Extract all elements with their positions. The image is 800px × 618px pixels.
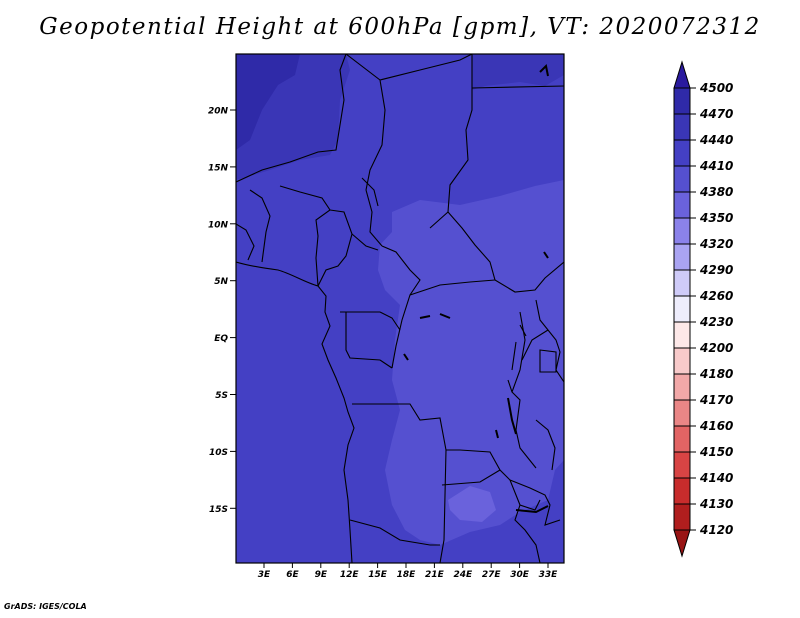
lat-tick-label: 15N [208,163,229,173]
lat-tick-label: EQ [214,334,228,344]
lat-tick-label: 15S [209,505,228,515]
country-borders [236,54,564,563]
colorbar-segment [673,191,691,219]
map-plot [236,54,564,563]
lat-tick-label: 5N [214,277,228,287]
lon-tick-label: 21E [425,570,445,580]
lon-tick-label: 18E [397,570,417,580]
colorbar-segment [673,269,691,297]
colorbar-segment [673,399,691,427]
colorbar-label: 4120 [699,523,733,537]
latitude-axis: 20N 15N 10N 5N EQ 5S 10S 15S [208,107,236,515]
lat-tick-label: 10N [208,220,229,230]
colorbar-segment [673,87,691,115]
colorbar-segment [673,477,691,505]
lon-tick-label: 3E [258,570,271,580]
map-frame [235,53,565,564]
colorbar-label: 4140 [699,471,733,485]
colorbar-segment [673,243,691,271]
colorbar-label: 4410 [699,159,733,173]
lon-tick-label: 9E [315,570,328,580]
lon-tick-label: 15E [368,570,388,580]
lon-tick-label: 24E [453,570,473,580]
colorbar-segment [673,113,691,141]
colorbar-label: 4230 [699,315,733,329]
colorbar-segment [673,373,691,401]
lon-tick-label: 27E [482,570,502,580]
colorbar-segment [673,217,691,245]
lon-tick-label: 33E [539,570,559,580]
grads-credit: GrADS: IGES/COLA [4,602,87,611]
colorbar-label: 4350 [699,211,733,225]
colorbar-label: 4440 [699,133,733,147]
colorbar-label: 4470 [699,107,733,121]
lon-tick-label: 6E [286,570,299,580]
colorbar-bottom-arrow [673,529,691,558]
colorbar-segment [673,321,691,349]
colorbar-segment [673,295,691,323]
lat-tick-label: 10S [209,448,228,458]
colorbar-segment [673,451,691,479]
colorbar-label: 4160 [699,419,733,433]
colorbar-label: 4500 [699,81,733,95]
colorbar-label: 4150 [699,445,733,459]
lon-tick-label: 12E [340,570,360,580]
colorbar-segment [673,139,691,167]
colorbar-segment [673,347,691,375]
lakes [403,63,549,514]
colorbar-segment [673,425,691,453]
colorbar-top-arrow [673,60,691,89]
colorbar-segment [673,165,691,193]
colorbar-label: 4290 [699,263,733,277]
colorbar-label: 4200 [699,341,733,355]
colorbar-label: 4170 [699,393,733,407]
colorbar-label: 4260 [699,289,733,303]
longitude-axis: 3E 6E 9E 12E 15E 18E 21E 24E 27E 30E 33E [258,563,558,580]
lat-tick-label: 5S [215,391,228,401]
colorbar-label: 4130 [699,497,733,511]
colorbar-label: 4320 [699,237,733,251]
colorbar-label: 4180 [699,367,733,381]
colorbar-segment [673,503,691,531]
map-title: Geopotential Height at 600hPa [gpm], VT:… [39,14,761,40]
colorbar: 4500 4470 4440 4410 4380 4350 4320 4290 4260 4230… [673,60,733,558]
lon-tick-label: 30E [510,570,530,580]
colorbar-label: 4380 [699,185,733,199]
lat-tick-label: 20N [208,107,229,117]
